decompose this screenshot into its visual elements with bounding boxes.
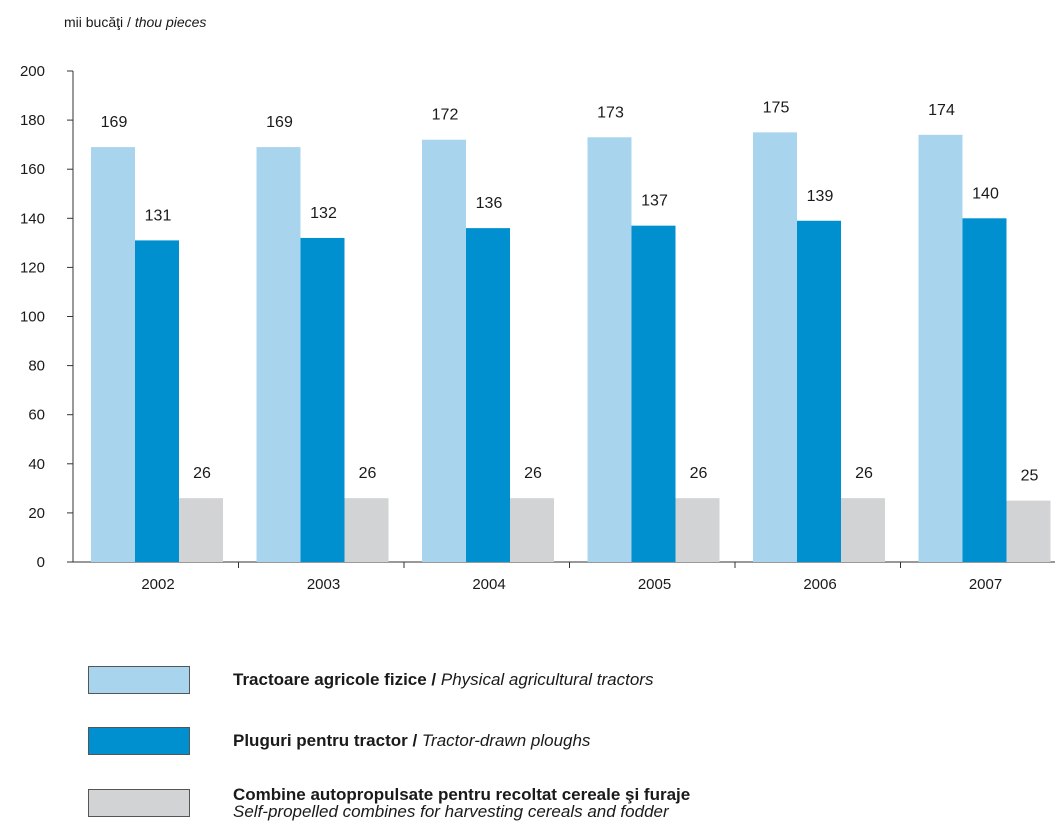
- legend-label-combines-ro: Combine autopropulsate pentru recoltat c…: [233, 785, 691, 804]
- bar: [466, 228, 510, 562]
- y-tick-label: 80: [28, 358, 45, 375]
- bar-value-label: 136: [476, 195, 503, 212]
- bar-value-label: 26: [359, 465, 377, 482]
- x-tick-label: 2007: [969, 576, 1002, 593]
- unit-label-en: thou pieces: [134, 14, 207, 30]
- legend-label-tractors-ro: Tractoare agricole fizice /: [233, 670, 437, 689]
- y-tick-label: 120: [20, 259, 45, 276]
- legend-label-tractors: Tractoare agricole fizice / Physical agr…: [233, 670, 653, 690]
- bar: [631, 225, 676, 563]
- x-tick-label: 2002: [141, 576, 174, 593]
- bar-value-label: 173: [597, 104, 624, 121]
- bar-value-label: 169: [266, 114, 293, 131]
- bar: [918, 134, 963, 562]
- bar: [753, 132, 797, 562]
- bar-value-label: 139: [807, 188, 834, 205]
- y-tick-label: 0: [37, 554, 45, 571]
- bar-value-label: 137: [641, 193, 668, 210]
- bar: [135, 240, 179, 562]
- y-tick-label: 140: [20, 210, 45, 227]
- x-tick-label: 2004: [472, 576, 505, 593]
- bar: [841, 498, 885, 562]
- legend-swatch-combines: [88, 789, 190, 817]
- legend-label-ploughs-en: Tractor-drawn ploughs: [421, 731, 591, 750]
- unit-label-separator: /: [123, 14, 135, 30]
- y-tick-label: 180: [20, 112, 45, 129]
- legend-label-combines: Combine autopropulsate pentru recoltat c…: [233, 786, 690, 820]
- bar-value-label: 140: [972, 185, 999, 202]
- bar: [300, 237, 345, 562]
- bar: [510, 498, 554, 562]
- y-tick-label: 60: [28, 407, 45, 424]
- y-tick-label: 160: [20, 161, 45, 178]
- legend-label-ploughs-ro: Pluguri pentru tractor /: [233, 731, 418, 750]
- bar: [91, 147, 135, 563]
- bar: [344, 498, 389, 562]
- bar: [797, 220, 841, 562]
- bar: [962, 218, 1007, 563]
- x-tick-label: 2006: [803, 576, 836, 593]
- y-tick-label: 20: [28, 505, 45, 522]
- bar-value-label: 174: [928, 102, 955, 119]
- bar-chart: 0 20 40 60 80 100 120 140 160 180 200 169 131 26 2002 1…: [20, 63, 1055, 593]
- bar-value-label: 132: [310, 205, 337, 222]
- x-tick-label: 2003: [307, 576, 340, 593]
- legend-swatch-tractors: [88, 666, 190, 694]
- legend-label-tractors-en: Physical agricultural tractors: [440, 670, 654, 689]
- legend-swatch-ploughs: [88, 727, 190, 755]
- bar-value-label: 172: [432, 107, 459, 124]
- bar-value-label: 131: [145, 207, 172, 224]
- bar-value-label: 25: [1021, 468, 1039, 485]
- y-tick-label: 100: [20, 309, 45, 326]
- y-tick-label: 40: [28, 456, 45, 473]
- bar-value-label: 26: [193, 465, 211, 482]
- legend-label-ploughs: Pluguri pentru tractor / Tractor-drawn p…: [233, 731, 590, 751]
- bar: [422, 139, 466, 563]
- bar-value-label: 169: [101, 114, 128, 131]
- unit-label-ro: mii bucăţi: [64, 14, 124, 30]
- bar: [256, 147, 301, 563]
- bar: [675, 498, 720, 562]
- bar: [179, 498, 223, 562]
- bar-value-label: 26: [690, 465, 708, 482]
- x-tick-label: 2005: [638, 576, 671, 593]
- bar-value-label: 26: [524, 465, 542, 482]
- bar-value-label: 26: [855, 465, 873, 482]
- bar: [1006, 500, 1051, 562]
- y-axis-unit-label: mii bucăţi / thou pieces: [64, 14, 206, 30]
- legend-label-combines-en: Self-propelled combines for harvesting c…: [233, 802, 669, 821]
- bar-value-label: 175: [763, 99, 790, 116]
- y-tick-label: 200: [20, 63, 45, 80]
- bar: [587, 137, 632, 562]
